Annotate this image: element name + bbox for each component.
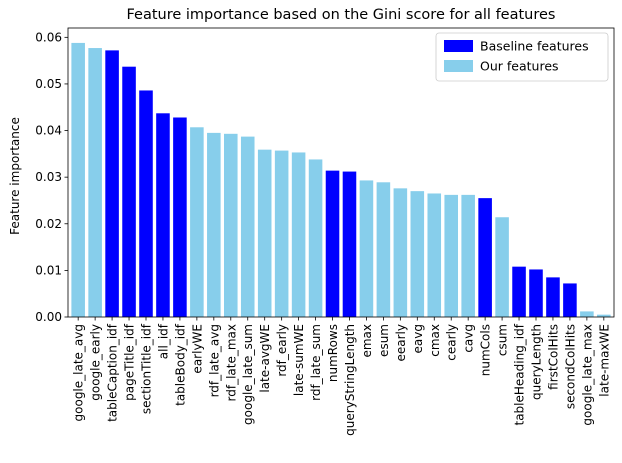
bar-rdf_late_avg [207,132,221,317]
x-tick-label: numRows [326,324,340,382]
bar-queryStringLength [342,171,357,317]
legend: Baseline features Our features [435,32,609,82]
x-tick-label: late-avgWE [258,324,272,393]
bar-secondColHits [563,283,577,317]
x-tick-label: eavg [411,324,425,353]
y-axis: 0.00 0.01 0.02 0.03 0.04 0.05 0.06 [35,30,68,324]
bars-group [71,42,611,318]
x-tick-label: numCols [479,324,493,376]
y-tick-label: 0.02 [35,217,62,231]
x-tick-label: google_late_max [580,324,594,426]
x-tick-label: esum [377,324,391,357]
x-axis: google_late_avg google_early tableCaption_… [72,317,611,436]
bar-sectionTitle_idf [139,90,153,317]
chart-title: Feature importance based on the Gini sco… [127,7,556,23]
bar-rdf_late_max [224,133,238,317]
bar-rdf_late_sum [308,159,323,317]
x-tick-label: csum [496,324,510,356]
bar-late-maxWE [597,314,611,317]
legend-label-baseline: Baseline features [480,39,589,54]
y-tick-label: 0.06 [35,30,62,44]
x-tick-label: cavg [462,324,476,353]
x-tick-label: tableHeading_idf [513,323,527,425]
x-tick-label: google_late_avg [72,324,86,421]
bar-google_early [88,48,102,317]
bar-cearly [444,194,458,317]
x-tick-label: rdf_late_sum [309,324,323,401]
x-tick-label: cmax [428,324,442,357]
x-tick-label: tableCaption_idf [106,323,120,422]
x-tick-label: emax [360,324,374,358]
bar-late-sumWE [291,152,306,317]
bar-numCols [478,198,492,317]
x-tick-label: queryLength [530,324,544,400]
bar-google_late_max [580,311,594,317]
bar-queryLength [529,269,543,317]
x-tick-label: rdf_late_max [224,324,238,401]
x-tick-label: queryStringLength [343,324,357,436]
bar-tableBody_idf [173,117,187,318]
legend-label-ours: Our features [480,59,559,74]
x-tick-label: rdf_late_avg [207,324,221,397]
y-tick-label: 0.03 [35,170,62,184]
x-tick-label: pageTitle_idf [123,323,137,401]
bar-csum [495,217,509,317]
bar-pageTitle_idf [122,66,136,317]
x-tick-label: all_idf [156,323,170,359]
bar-cavg [461,194,475,317]
legend-swatch-baseline [444,40,473,52]
bar-earlyWE [190,127,204,317]
x-tick-label: eearly [394,324,408,362]
y-tick-label: 0.04 [35,124,62,138]
legend-swatch-ours [444,60,473,72]
x-tick-label: google_late_sum [241,324,255,425]
bar-rdf_early [274,150,289,317]
bar-all_idf [156,113,170,318]
y-tick-label: 0.05 [35,77,62,91]
bar-tableHeading_idf [512,266,526,317]
x-tick-label: secondColHits [563,324,577,409]
x-tick-label: tableBody_idf [173,323,187,406]
bar-emax [359,180,374,317]
bar-late-avgWE [257,149,272,317]
plot-frame [67,27,615,318]
bar-google_late_sum [240,136,255,317]
bar-google_late_avg [71,42,85,317]
y-tick-label: 0.00 [35,310,62,324]
bar-eavg [410,191,425,317]
bar-numRows [325,170,340,317]
x-tick-label: cearly [445,324,459,361]
x-tick-label: late-sumWE [292,324,306,396]
x-tick-label: google_early [89,324,103,401]
bar-esum [376,182,391,317]
x-tick-label: late-maxWE [597,324,611,397]
y-axis-label: Feature importance [8,117,22,235]
bar-firstColHits [546,277,560,317]
x-tick-label: rdf_early [275,324,289,377]
x-tick-label: earlyWE [190,324,204,374]
x-tick-label: firstColHits [546,324,560,390]
bar-tableCaption_idf [105,50,119,317]
bar-cmax [427,193,442,317]
bar-eearly [393,188,408,317]
x-tick-label: sectionTitle_idf [140,323,154,414]
legend-box [435,32,609,82]
y-tick-label: 0.01 [35,263,62,277]
